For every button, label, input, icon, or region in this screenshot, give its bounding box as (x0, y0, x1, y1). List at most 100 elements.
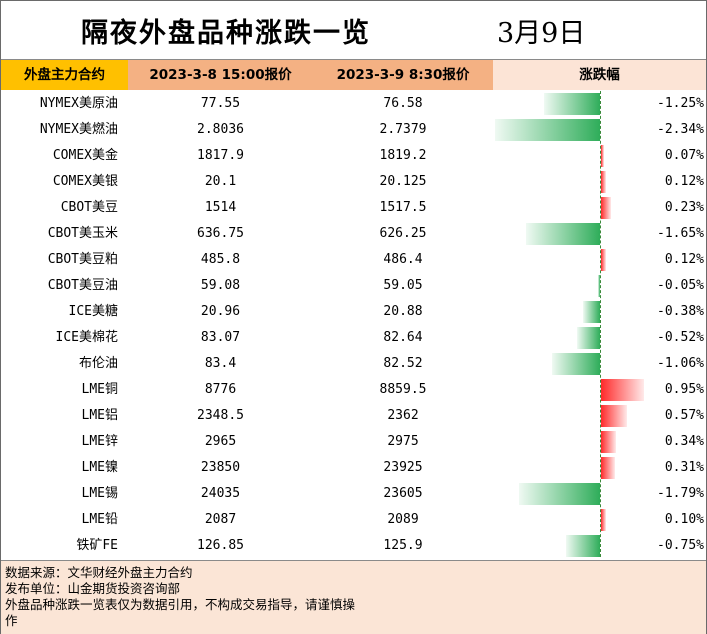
contract-name: 铁矿FE (76, 538, 118, 553)
contract-name: LME锡 (81, 486, 118, 501)
prev-price: 485.8 (200, 252, 241, 267)
prev-price: 636.75 (197, 226, 244, 241)
table-row: LME铜 8776 8859.5 0.95% (1, 377, 706, 403)
curr-price: 1819.2 (379, 148, 427, 163)
change-bar-fall (519, 483, 600, 505)
curr-price: 2975 (387, 434, 419, 449)
footer-publisher: 发布单位：山金期货投资咨询部 (5, 581, 181, 596)
table-row: LME铝 2348.5 2362 0.57% (1, 403, 706, 429)
change-percent: 0.95% (664, 382, 704, 397)
table-row: LME镍 23850 23925 0.31% (1, 455, 706, 481)
prev-price: 77.55 (200, 96, 241, 111)
prev-price: 1817.9 (197, 148, 244, 163)
change-bar-rise (601, 431, 617, 453)
change-bar-fall (525, 223, 600, 245)
change-percent: -0.75% (657, 538, 704, 553)
prev-price: 20.96 (200, 304, 241, 319)
change-percent: -0.38% (657, 304, 704, 319)
change-percent: -2.34% (657, 122, 704, 137)
change-percent: -1.65% (657, 226, 704, 241)
prev-price: 8776 (204, 382, 237, 397)
change-bar-rise (601, 197, 612, 219)
contract-name: LME锌 (81, 434, 118, 449)
change-bar-rise (601, 379, 644, 401)
contract-name: CBOT美玉米 (47, 226, 118, 241)
change-bar-rise (601, 457, 615, 479)
contract-name: 布伦油 (78, 356, 118, 371)
change-percent: 0.31% (664, 460, 704, 475)
contract-name: LME铜 (81, 382, 118, 397)
table-row: COMEX美银 20.1 20.125 0.12% (1, 169, 706, 195)
prev-price: 83.07 (200, 330, 241, 345)
table-row: NYMEX美燃油 2.8036 2.7379 -2.34% (1, 117, 706, 143)
table-row: 铁矿FE 126.85 125.9 -0.75% (1, 533, 706, 559)
change-percent: -0.52% (657, 330, 704, 345)
prev-price: 1514 (204, 200, 237, 215)
contract-name: CBOT美豆 (60, 200, 118, 215)
footer-source: 数据来源：文华财经外盘主力合约 (5, 565, 193, 580)
footer-disclaimer-cont: 作 (5, 613, 18, 628)
prev-price: 2087 (204, 512, 237, 527)
change-axis-line (600, 91, 601, 557)
header-contract: 外盘主力合约 (1, 60, 128, 90)
contract-name: LME铅 (81, 512, 118, 527)
table-row: LME锡 24035 23605 -1.79% (1, 481, 706, 507)
curr-price: 76.58 (383, 96, 423, 111)
change-percent: -1.25% (657, 96, 704, 111)
curr-price: 486.4 (383, 252, 423, 267)
contract-name: CBOT美豆油 (47, 278, 118, 293)
curr-price: 59.05 (383, 278, 423, 293)
contract-name: COMEX美银 (52, 174, 118, 189)
contract-name: ICE美糖 (68, 304, 118, 319)
table-row: COMEX美金 1817.9 1819.2 0.07% (1, 143, 706, 169)
change-percent: 0.12% (664, 252, 704, 267)
curr-price: 20.125 (379, 174, 427, 189)
report-date: 3月9日 (497, 18, 586, 49)
page-title: 隔夜外盘品种涨跌一览 (81, 18, 371, 49)
change-bar-rise (601, 145, 605, 167)
curr-price: 125.9 (383, 538, 423, 553)
change-percent: -1.79% (657, 486, 704, 501)
table-row: NYMEX美原油 77.55 76.58 -1.25% (1, 91, 706, 117)
curr-price: 82.64 (383, 330, 423, 345)
change-bar-rise (601, 509, 606, 531)
curr-price: 8859.5 (379, 382, 427, 397)
table-row: 布伦油 83.4 82.52 -1.06% (1, 351, 706, 377)
table-row: ICE美糖 20.96 20.88 -0.38% (1, 299, 706, 325)
change-bar-fall (552, 353, 600, 375)
change-percent: 0.34% (664, 434, 704, 449)
header-curr-price: 2023-3-9 8:30报价 (313, 60, 493, 90)
table-row: CBOT美豆粕 485.8 486.4 0.12% (1, 247, 706, 273)
curr-price: 626.25 (379, 226, 427, 241)
table-row: LME锌 2965 2975 0.34% (1, 429, 706, 455)
change-bar-fall (543, 93, 600, 115)
contract-name: CBOT美豆粕 (47, 252, 118, 267)
curr-price: 23605 (383, 486, 423, 501)
table-header: 外盘主力合约 2023-3-8 15:00报价 2023-3-9 8:30报价 … (1, 60, 706, 90)
header-change: 涨跌幅 (493, 60, 706, 90)
footer-disclaimer: 外盘品种涨跌一览表仅为数据引用，不构成交易指导，请谨慎操 (5, 597, 356, 612)
contract-name: ICE美棉花 (55, 330, 118, 345)
prev-price: 23850 (200, 460, 241, 475)
curr-price: 2089 (387, 512, 419, 527)
change-bar-fall (582, 301, 600, 323)
prev-price: 59.08 (200, 278, 241, 293)
change-percent: -1.06% (657, 356, 704, 371)
change-bar-rise (601, 249, 607, 271)
contract-name: NYMEX美燃油 (39, 122, 118, 137)
curr-price: 82.52 (383, 356, 423, 371)
prev-price: 126.85 (197, 538, 244, 553)
change-percent: -0.05% (657, 278, 704, 293)
change-percent: 0.10% (664, 512, 704, 527)
contract-name: COMEX美金 (52, 148, 118, 163)
curr-price: 1517.5 (379, 200, 427, 215)
table-row: ICE美棉花 83.07 82.64 -0.52% (1, 325, 706, 351)
footer-notes: 数据来源：文华财经外盘主力合约 发布单位：山金期货投资咨询部 外盘品种涨跌一览表… (1, 560, 706, 634)
title-bar: 隔夜外盘品种涨跌一览 3月9日 (1, 1, 706, 60)
contract-name: LME铝 (81, 408, 118, 423)
contract-name: LME镍 (81, 460, 118, 475)
change-bar-fall (566, 535, 600, 557)
prev-price: 20.1 (204, 174, 237, 189)
change-bar-fall (576, 327, 600, 349)
